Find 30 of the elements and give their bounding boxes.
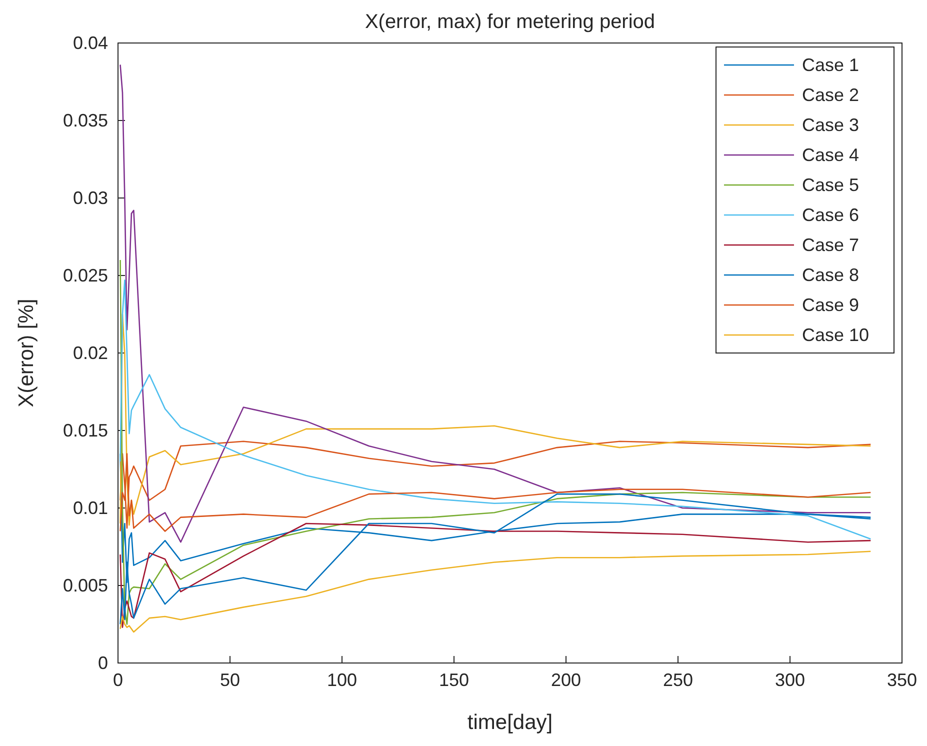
legend-label: Case 1	[802, 55, 860, 75]
y-tick-label: 0.035	[62, 110, 108, 130]
y-tick-label: 0.03	[72, 188, 108, 208]
legend-label: Case 6	[802, 205, 860, 225]
y-tick-label: 0.01	[72, 498, 108, 518]
x-tick-label: 200	[550, 670, 582, 690]
legend-label: Case 5	[802, 175, 860, 195]
legend-label: Case 7	[802, 235, 860, 255]
legend-label: Case 9	[802, 295, 860, 315]
legend-label: Case 2	[802, 85, 860, 105]
x-tick-label: 150	[438, 670, 470, 690]
legend-label: Case 4	[802, 145, 860, 165]
x-tick-label: 250	[662, 670, 694, 690]
y-tick-label: 0.015	[62, 420, 108, 440]
y-tick-label: 0.02	[72, 342, 108, 363]
x-tick-label: 100	[326, 670, 358, 690]
y-tick-label: 0.04	[72, 32, 108, 53]
y-tick-label: 0	[98, 652, 108, 673]
x-tick-label: 300	[774, 670, 806, 690]
x-tick-label: 350	[886, 670, 918, 690]
legend-label: Case 3	[802, 115, 860, 135]
y-axis-title: X(error) [%]	[15, 298, 38, 408]
legend-label: Case 10	[802, 325, 870, 345]
y-tick-label: 0.025	[62, 265, 108, 286]
x-tick-label: 50	[220, 670, 240, 690]
x-axis-title: time[day]	[467, 711, 553, 734]
y-tick-label: 0.005	[62, 575, 108, 596]
chart-title: X(error, max) for metering period	[364, 11, 656, 33]
legend-label: Case 8	[802, 265, 860, 285]
x-tick-label: 0	[112, 670, 124, 690]
